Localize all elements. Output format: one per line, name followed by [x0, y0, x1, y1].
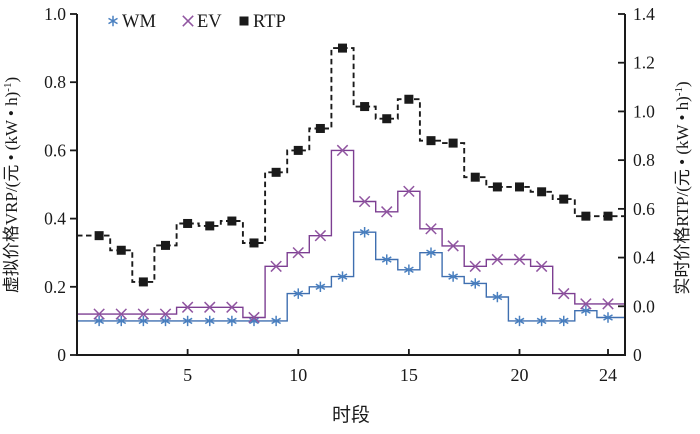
left-tick-label: 0: [57, 345, 66, 365]
right-tick-label: 1.0: [633, 101, 655, 121]
x-tick-label: 20: [511, 365, 529, 385]
right-tick-label: 0.6: [633, 199, 655, 219]
right-tick-label: 0.0: [633, 296, 655, 316]
legend-label: EV: [197, 12, 222, 32]
x-axis-title-text: 时段: [332, 404, 370, 426]
series-ev: [77, 144, 625, 324]
left-axis-title: 虚拟价格VRP/(元 • (kW • h)-1): [2, 77, 21, 293]
x-tick-label: 10: [289, 365, 307, 385]
x-axis: 5 10 15 20 24: [183, 349, 617, 385]
right-axis-title-text: 实时价格RTP/(元 • (kW • h)-1): [673, 81, 692, 294]
legend-label: WM: [122, 12, 156, 32]
legend-item-wm: WM: [108, 12, 156, 32]
series-rtp: [77, 43, 625, 287]
series-markers-ev: [93, 144, 614, 324]
series-line-rtp: [77, 47, 625, 283]
legend-label: RTP: [253, 12, 286, 32]
right-tick-label: 0.4: [633, 248, 655, 268]
left-tick-label: 0.2: [44, 277, 66, 297]
left-axis: 1.0 0.8 0.6 0.4 0.2 0: [44, 4, 77, 365]
legend-item-ev: EV: [182, 12, 222, 32]
right-axis: 1.4 1.2 1.0 0.8 0.6 0.4 0.0 0: [618, 4, 655, 365]
left-tick-label: 1.0: [44, 4, 66, 24]
series-markers-rtp: [94, 43, 613, 287]
series-line-ev: [77, 149, 625, 319]
left-axis-title-text: 虚拟价格VRP/(元 • (kW • h)-1): [2, 77, 21, 293]
right-tick-label: 1.4: [633, 4, 655, 24]
right-tick-label: 0.8: [633, 150, 655, 170]
left-tick-label: 0.4: [44, 209, 66, 229]
legend-item-rtp: RTP: [239, 12, 286, 32]
series-wm: [77, 227, 625, 327]
series-markers-wm: [94, 227, 613, 327]
axes: [76, 14, 626, 356]
legend: WM EV RTP: [108, 12, 286, 32]
x-tick-label: 15: [400, 365, 418, 385]
left-tick-label: 0.6: [44, 140, 66, 160]
right-tick-label: 0: [633, 345, 642, 365]
x-axis-title: 时段: [332, 404, 370, 426]
right-tick-label: 1.2: [633, 53, 655, 73]
x-tick-label: 24: [599, 365, 617, 385]
left-tick-label: 0.8: [44, 72, 66, 92]
right-axis-title: 实时价格RTP/(元 • (kW • h)-1): [673, 81, 692, 294]
x-tick-label: 5: [183, 365, 192, 385]
